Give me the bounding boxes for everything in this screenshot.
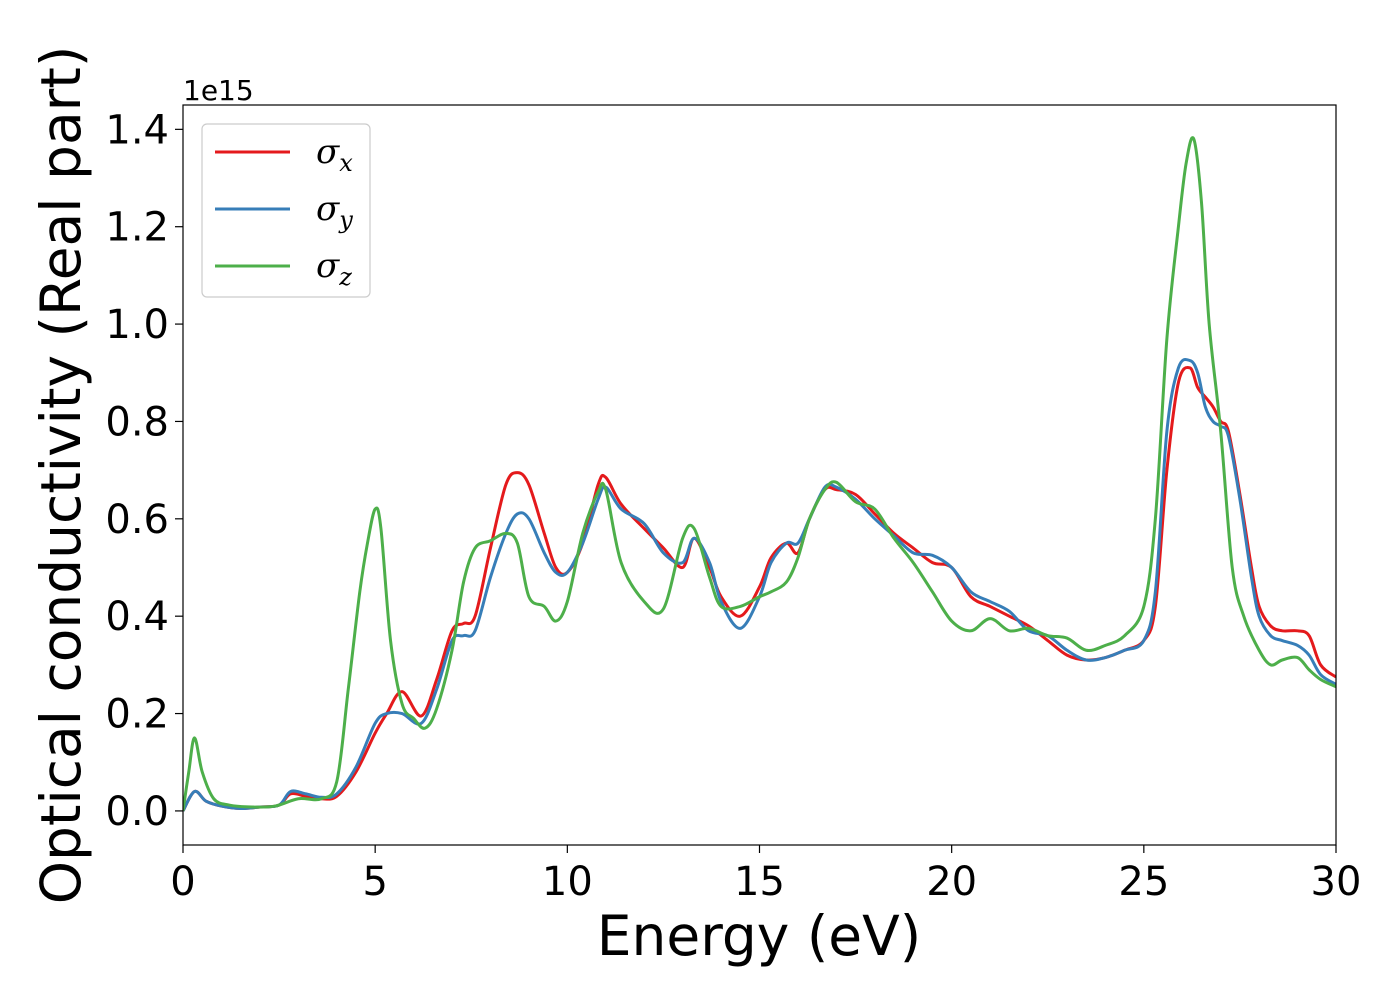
y-tick-label: 1.0 [105,302,169,348]
series-line-x [183,365,1336,812]
legend: σx σy σz [201,123,371,298]
y-tick-label: 0.0 [105,789,169,835]
x-tick-label: 30 [1311,859,1362,905]
x-tick-label: 0 [170,859,195,905]
x-axis-ticks: 0 5 10 15 20 25 30 [170,845,1361,905]
x-tick-label: 10 [542,859,593,905]
x-axis-label: Energy (eV) [597,904,921,968]
y-tick-label: 0.8 [105,399,169,445]
plot-area [182,104,1337,846]
x-tick-label: 25 [1118,859,1169,905]
y-offset-label: 1e15 [183,74,254,107]
y-tick-label: 0.2 [105,692,169,738]
y-tick-label: 0.6 [105,497,169,543]
legend-label-z: σz [316,246,352,291]
legend-label-x: σx [316,132,353,177]
x-tick-label: 15 [734,859,785,905]
series-group [183,136,1336,812]
y-axis-ticks: 0.0 0.2 0.4 0.6 0.8 1.0 1.2 1.4 [105,107,183,835]
legend-label-y: σy [316,189,353,234]
y-tick-label: 1.2 [105,205,169,251]
x-tick-label: 20 [926,859,977,905]
series-line-z [183,136,1336,812]
y-tick-label: 0.4 [105,594,169,640]
x-tick-label: 5 [362,859,387,905]
y-tick-label: 1.4 [105,107,169,153]
y-axis-label: Optical conductivity (Real part) [29,46,93,905]
series-line-y [183,357,1336,812]
